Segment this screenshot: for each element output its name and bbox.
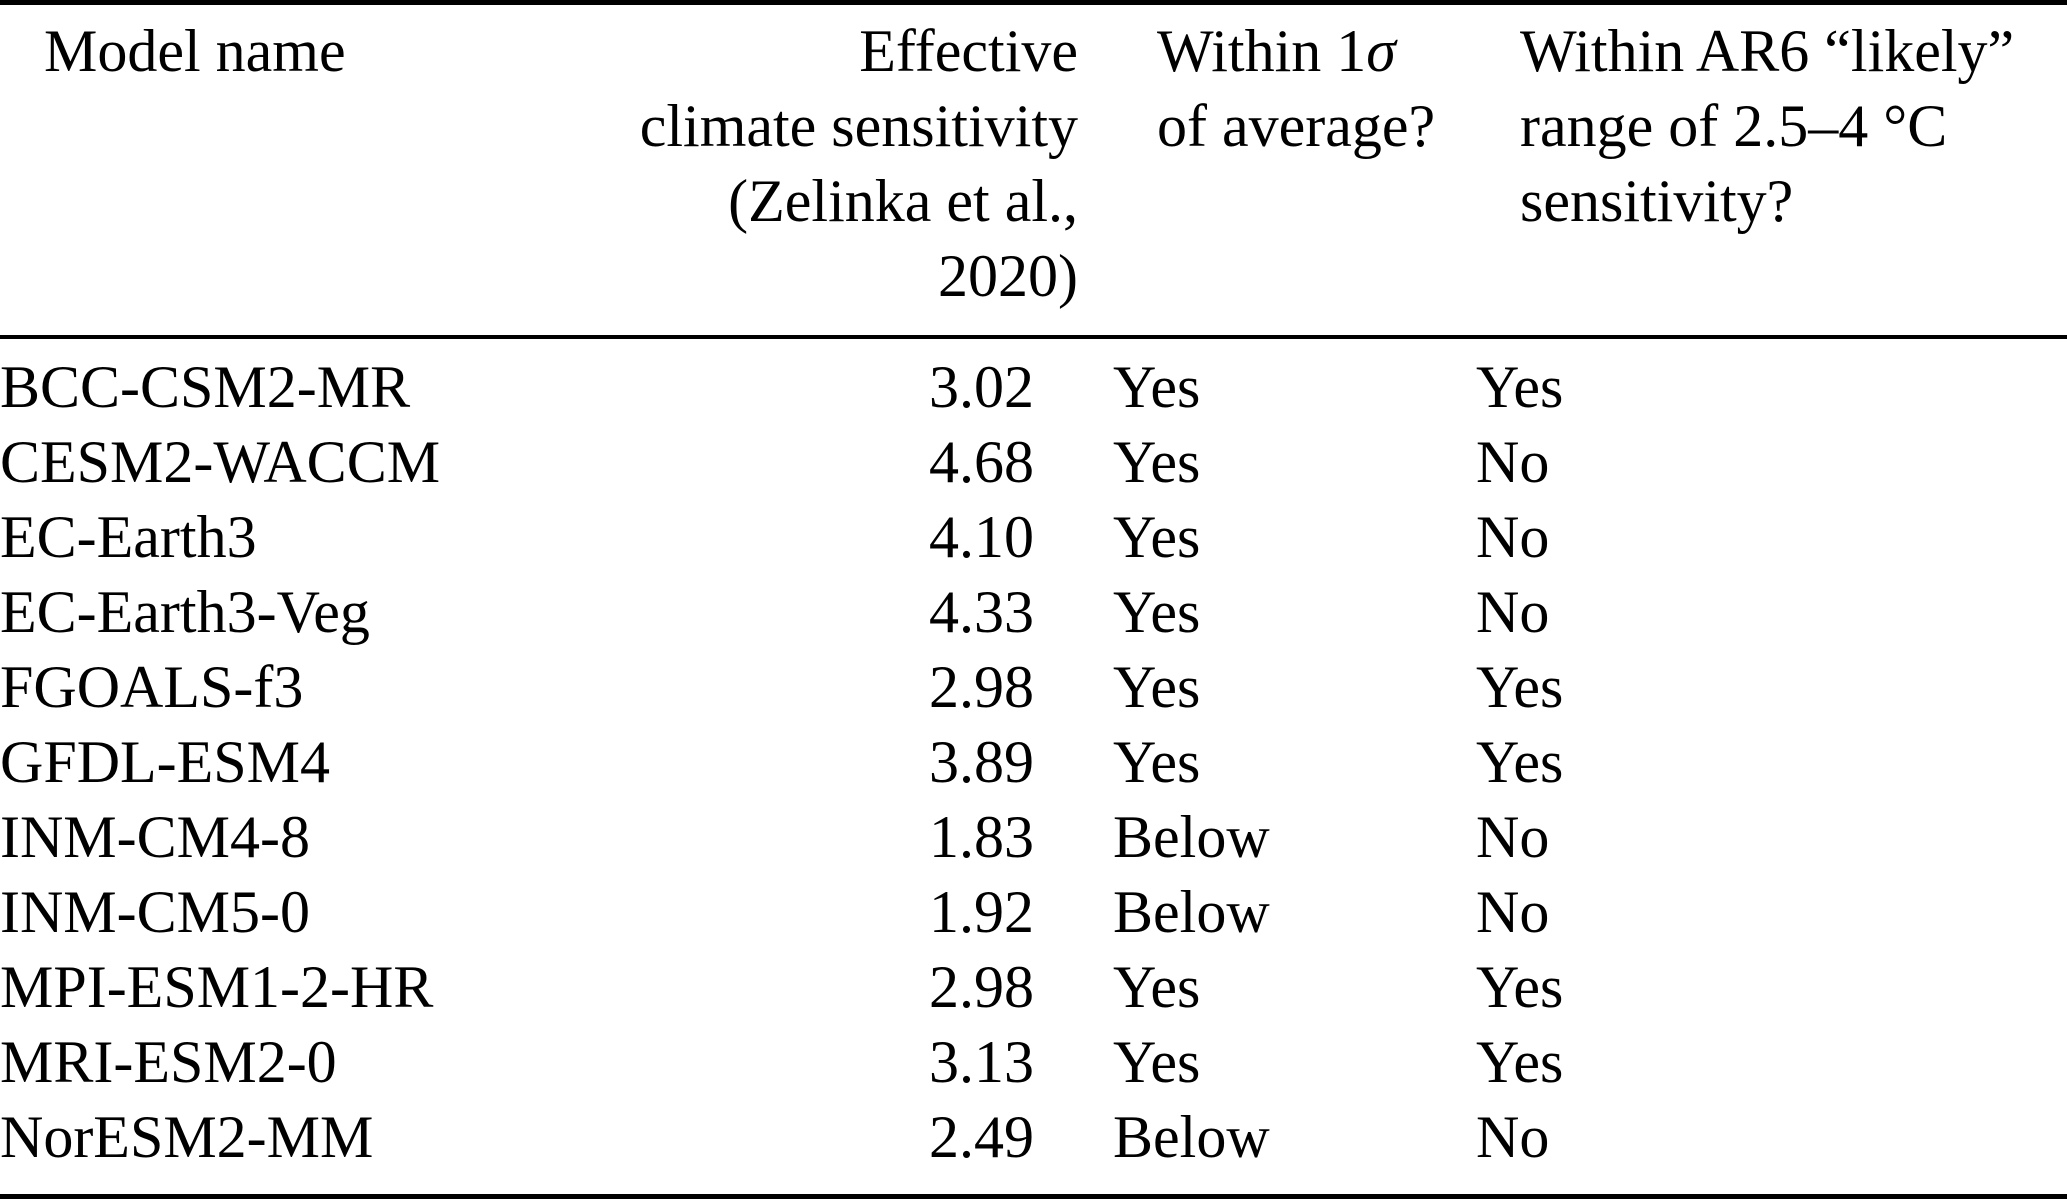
header-cell-within-sigma: Within 1σ of average? bbox=[1078, 14, 1520, 314]
header-cell-sensitivity: Effective climate sensitivity (Zelinka e… bbox=[624, 14, 1078, 314]
within-sigma-cell: Yes bbox=[1113, 954, 1201, 1020]
model-name-cell: BCC-CSM2-MR bbox=[0, 354, 411, 420]
model-name-cell: FGOALS-f3 bbox=[0, 654, 304, 720]
table-row: FGOALS-f3 2.98 Yes Yes bbox=[0, 650, 2067, 725]
table-row: NorESM2-MM 2.49 Below No bbox=[0, 1100, 2067, 1175]
table-row: INM-CM4-8 1.83 Below No bbox=[0, 800, 2067, 875]
sensitivity-value-cell: 3.13 bbox=[929, 1029, 1034, 1095]
sensitivity-value-cell: 4.33 bbox=[929, 579, 1034, 645]
sensitivity-value-cell: 3.02 bbox=[929, 354, 1034, 420]
sensitivity-value-cell: 2.49 bbox=[929, 1104, 1034, 1170]
within-ar6-cell: No bbox=[1476, 804, 1550, 870]
header-label-line: Effective bbox=[859, 18, 1078, 84]
within-sigma-cell: Yes bbox=[1113, 1029, 1201, 1095]
model-name-cell: EC-Earth3 bbox=[0, 504, 257, 570]
within-ar6-cell: No bbox=[1476, 429, 1550, 495]
table-row: EC-Earth3-Veg 4.33 Yes No bbox=[0, 575, 2067, 650]
sensitivity-value-cell: 3.89 bbox=[929, 729, 1034, 795]
sigma-symbol: σ bbox=[1366, 18, 1396, 84]
table-row: MPI-ESM1-2-HR 2.98 Yes Yes bbox=[0, 950, 2067, 1025]
within-sigma-cell: Yes bbox=[1113, 429, 1201, 495]
header-label-line: of average? bbox=[1157, 93, 1436, 159]
header-label-line: climate sensitivity bbox=[639, 93, 1078, 159]
within-sigma-cell: Yes bbox=[1113, 504, 1201, 570]
within-sigma-cell: Yes bbox=[1113, 354, 1201, 420]
within-ar6-cell: Yes bbox=[1476, 354, 1564, 420]
table-body: BCC-CSM2-MR 3.02 Yes Yes CESM2-WACCM 4.6… bbox=[0, 339, 2067, 1175]
header-cell-within-ar6: Within AR6 “likely” range of 2.5–4 °C se… bbox=[1520, 14, 2067, 314]
sensitivity-value-cell: 2.98 bbox=[929, 654, 1034, 720]
within-ar6-cell: No bbox=[1476, 1104, 1550, 1170]
table-top-rule bbox=[0, 0, 2067, 5]
header-label-line: Within AR6 “likely” bbox=[1520, 18, 2015, 84]
model-name-cell: MPI-ESM1-2-HR bbox=[0, 954, 434, 1020]
header-label-line: (Zelinka et al., 2020) bbox=[728, 168, 1078, 309]
within-sigma-cell: Yes bbox=[1113, 654, 1201, 720]
table-row: INM-CM5-0 1.92 Below No bbox=[0, 875, 2067, 950]
table-row: BCC-CSM2-MR 3.02 Yes Yes bbox=[0, 350, 2067, 425]
table-bottom-rule bbox=[0, 1194, 2067, 1199]
within-sigma-cell: Below bbox=[1113, 879, 1270, 945]
model-name-cell: EC-Earth3-Veg bbox=[0, 579, 370, 645]
table-row: MRI-ESM2-0 3.13 Yes Yes bbox=[0, 1025, 2067, 1100]
within-ar6-cell: Yes bbox=[1476, 954, 1564, 1020]
within-ar6-cell: Yes bbox=[1476, 1029, 1564, 1095]
within-ar6-cell: Yes bbox=[1476, 654, 1564, 720]
within-sigma-cell: Below bbox=[1113, 804, 1270, 870]
within-sigma-cell: Yes bbox=[1113, 729, 1201, 795]
model-name-cell: NorESM2-MM bbox=[0, 1104, 374, 1170]
header-label-part: Within 1 bbox=[1157, 18, 1367, 84]
model-name-cell: INM-CM5-0 bbox=[0, 879, 310, 945]
within-ar6-cell: No bbox=[1476, 504, 1550, 570]
header-label-line: sensitivity? bbox=[1520, 168, 1794, 234]
table-row: GFDL-ESM4 3.89 Yes Yes bbox=[0, 725, 2067, 800]
table-row: CESM2-WACCM 4.68 Yes No bbox=[0, 425, 2067, 500]
within-sigma-cell: Below bbox=[1113, 1104, 1270, 1170]
table-row: EC-Earth3 4.10 Yes No bbox=[0, 500, 2067, 575]
model-name-cell: CESM2-WACCM bbox=[0, 429, 441, 495]
sensitivity-value-cell: 1.92 bbox=[929, 879, 1034, 945]
header-cell-model-name: Model name bbox=[44, 14, 624, 314]
model-name-cell: MRI-ESM2-0 bbox=[0, 1029, 337, 1095]
header-label-line: range of 2.5–4 °C bbox=[1520, 93, 1948, 159]
within-ar6-cell: No bbox=[1476, 879, 1550, 945]
table-header-rule bbox=[0, 335, 2067, 339]
within-sigma-cell: Yes bbox=[1113, 579, 1201, 645]
sensitivity-value-cell: 4.10 bbox=[929, 504, 1034, 570]
within-ar6-cell: No bbox=[1476, 579, 1550, 645]
sensitivity-value-cell: 2.98 bbox=[929, 954, 1034, 1020]
table-header-row: Model name Effective climate sensitivity… bbox=[0, 5, 2067, 314]
model-name-cell: INM-CM4-8 bbox=[0, 804, 310, 870]
header-label-line: Within 1σ bbox=[1157, 14, 1520, 89]
header-label: Model name bbox=[44, 18, 346, 84]
model-name-cell: GFDL-ESM4 bbox=[0, 729, 331, 795]
sensitivity-value-cell: 4.68 bbox=[929, 429, 1034, 495]
sensitivity-value-cell: 1.83 bbox=[929, 804, 1034, 870]
within-ar6-cell: Yes bbox=[1476, 729, 1564, 795]
